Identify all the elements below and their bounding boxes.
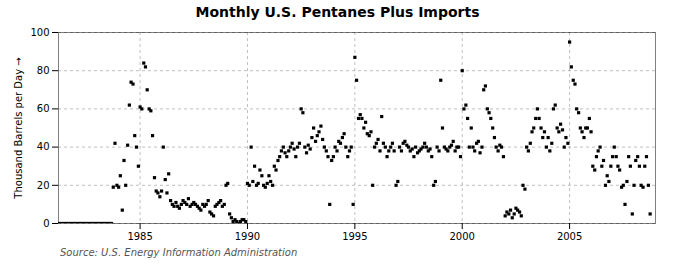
html-text:Monthly U.S. Pentanes Plus Imp: Monthly U.S. Pentanes Plus Imports (195, 4, 480, 20)
svg-text:1995: 1995 (342, 231, 367, 242)
svg-text:Thousand Barrels per Day →: Thousand Barrels per Day → (13, 57, 24, 199)
svg-text:40: 40 (37, 141, 50, 152)
svg-text:2000: 2000 (450, 231, 475, 242)
svg-text:1990: 1990 (235, 231, 260, 242)
svg-text:0: 0 (43, 218, 49, 229)
svg-text:20: 20 (37, 180, 50, 191)
svg-text:60: 60 (37, 103, 50, 114)
svg-text:2005: 2005 (557, 231, 582, 242)
svg-text:100: 100 (30, 27, 49, 38)
html-text:Source: U.S. Energy Informatio: Source: U.S. Energy Information Administ… (60, 247, 298, 258)
svg-text:1985: 1985 (127, 231, 152, 242)
svg-text:80: 80 (37, 65, 50, 76)
